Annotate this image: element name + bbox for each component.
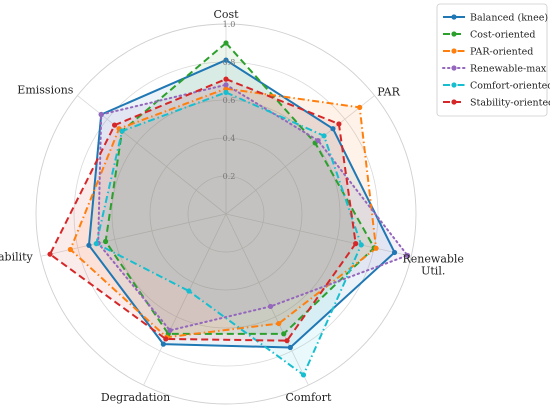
series-fill-par-oriented [70, 88, 377, 338]
series-fill-renewable-max [98, 84, 408, 331]
point-stability-oriented-stability [47, 251, 53, 257]
point-stability-oriented-comfort [284, 338, 290, 344]
point-balanced-knee-degradation [160, 341, 166, 347]
series-fill-comfort-oriented [96, 92, 362, 375]
legend-marker-cost-oriented [451, 31, 457, 37]
legend-box [436, 3, 548, 117]
point-comfort-oriented-stability [93, 241, 99, 247]
series-line-stability-oriented [49, 78, 357, 342]
point-comfort-oriented-emissions [119, 128, 125, 134]
series-line-cost-oriented [104, 42, 376, 335]
legend-marker-comfort-oriented [451, 82, 457, 88]
series-lines [49, 42, 409, 376]
axis-label-comfort: Comfort [286, 391, 332, 404]
rtick-label-1: 0.4 [223, 134, 236, 143]
axis-label-stability: Stability [0, 250, 34, 263]
axis-label-line: Cost [213, 8, 239, 21]
point-stability-oriented-emissions [111, 122, 118, 128]
point-renewable-max-cost [223, 82, 229, 88]
point-comfort-oriented-cost [223, 89, 229, 95]
legend-marker-stability-oriented [451, 99, 457, 105]
point-stability-oriented-cost [223, 76, 229, 82]
point-balanced-knee-cost [223, 57, 229, 63]
point-balanced-knee-comfort [287, 344, 293, 351]
point-par-oriented-stability [67, 246, 73, 253]
legend-label-cost-oriented: Cost-oriented [470, 29, 535, 40]
rtick-label-4: 1.0 [223, 20, 236, 29]
point-comfort-oriented-par [321, 133, 327, 139]
legend-label-stability-oriented: Stability-oriented [470, 97, 550, 108]
axis-label-line: Renewable [403, 252, 464, 265]
point-balanced-knee-renewable-util [391, 249, 398, 256]
radial-tick-labels: 0.2 0.4 0.6 0.8 1.0 [223, 20, 236, 181]
point-stability-oriented-renewable-util [353, 241, 359, 247]
spoke-renewable-util [225, 213, 412, 257]
legend-label-comfort-oriented: Comfort-oriented [470, 80, 550, 91]
legend: Balanced (knee) Cost-oriented PAR-oriented… [436, 3, 550, 117]
axis-label-par: PAR [377, 86, 400, 99]
axis-label-line: Stability [0, 250, 34, 263]
legend-label-par-oriented: PAR-oriented [470, 46, 533, 57]
point-cost-oriented-cost [223, 40, 229, 46]
axis-label-line: Util. [421, 264, 445, 277]
point-comfort-oriented-renewable-util [358, 242, 364, 248]
point-comfort-oriented-comfort [300, 372, 307, 378]
point-stability-oriented-degradation [163, 336, 169, 342]
point-balanced-knee-par [330, 126, 336, 132]
point-par-oriented-cost [223, 86, 229, 92]
point-renewable-max-degradation [167, 327, 173, 334]
legend-marker-par-oriented [451, 48, 457, 54]
axis-label-emissions: Emissions [17, 84, 73, 97]
axis-label-degradation: Degradation [101, 391, 170, 404]
series-fills [50, 43, 408, 375]
point-balanced-knee-stability [86, 242, 92, 248]
axis-label-line: Comfort [286, 391, 332, 404]
series-fill-stability-oriented [50, 79, 356, 341]
point-cost-oriented-comfort [281, 331, 287, 337]
axis-label-renewable-util: Renewable Util. [403, 252, 464, 277]
legend-marker-renewable-max [451, 65, 457, 71]
rtick-label-0: 0.2 [223, 172, 236, 181]
legend-marker-balanced-knee [451, 14, 457, 20]
point-stability-oriented-par [336, 121, 342, 127]
point-comfort-oriented-degradation [186, 288, 192, 294]
point-par-oriented-renewable-util [373, 245, 379, 251]
point-cost-oriented-stability [103, 238, 109, 245]
spoke-comfort [225, 213, 309, 386]
point-renewable-max-comfort [267, 303, 274, 310]
legend-label-balanced-knee: Balanced (knee) [470, 12, 548, 23]
point-renewable-max-renewable-util [404, 252, 411, 259]
series-markers [47, 40, 411, 378]
spoke-degradation [143, 213, 227, 386]
point-renewable-max-emissions [98, 111, 104, 118]
series-fill-cost-oriented [105, 43, 375, 334]
legend-label-renewable-max: Renewable-max [470, 63, 547, 74]
series-line-par-oriented [69, 87, 378, 339]
spoke-par [225, 95, 375, 215]
axis-label-line: Emissions [17, 84, 73, 97]
point-renewable-max-par [315, 137, 321, 144]
point-par-oriented-par [357, 104, 363, 110]
series-fill-balanced-knee [88, 60, 395, 348]
axis-label-line: Degradation [101, 391, 170, 404]
point-par-oriented-comfort [276, 320, 282, 327]
series-line-comfort-oriented [95, 91, 363, 376]
axis-label-cost: Cost [213, 8, 239, 21]
axis-label-line: PAR [377, 86, 400, 99]
rtick-label-2: 0.6 [223, 96, 236, 105]
rtick-label-3: 0.8 [223, 58, 236, 67]
